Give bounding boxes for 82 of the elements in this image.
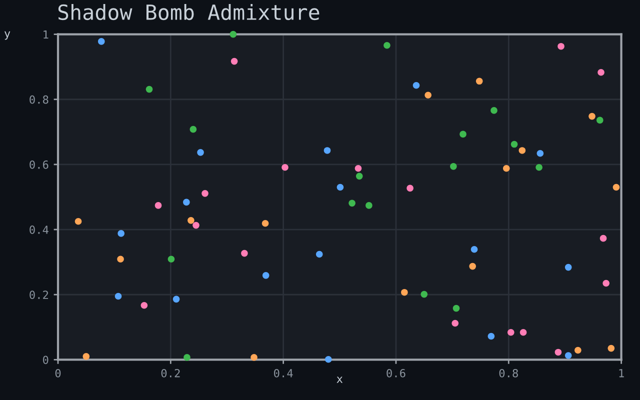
point — [172, 296, 180, 303]
point — [250, 354, 258, 361]
point — [612, 184, 620, 191]
point — [184, 354, 190, 361]
point — [168, 256, 175, 263]
point — [536, 164, 542, 171]
point — [476, 78, 483, 85]
point — [262, 272, 270, 279]
point — [282, 164, 288, 171]
x-axis-title: x — [336, 376, 343, 383]
y-tick-label: 0.8 — [30, 95, 48, 104]
y-tick-label: 0 — [43, 356, 48, 364]
point — [82, 353, 90, 360]
point — [188, 217, 194, 224]
point — [424, 92, 432, 99]
point — [230, 58, 238, 65]
point — [192, 222, 200, 229]
point — [608, 344, 615, 352]
point — [98, 38, 105, 45]
point — [470, 246, 478, 253]
point — [401, 288, 408, 296]
point — [324, 147, 331, 154]
point — [450, 163, 457, 170]
x-tick-label: 0.2 — [161, 368, 180, 378]
point — [183, 198, 190, 206]
point — [420, 290, 428, 298]
point — [324, 356, 332, 363]
point — [262, 220, 269, 227]
point — [336, 184, 344, 191]
point — [140, 302, 148, 309]
point — [412, 82, 420, 89]
point — [316, 250, 323, 258]
y-tick-label: 0.2 — [30, 290, 48, 300]
point — [602, 280, 610, 287]
point — [564, 352, 572, 359]
point — [600, 234, 607, 242]
point — [507, 328, 514, 336]
point — [406, 184, 414, 192]
x-tick-label: 0.8 — [499, 368, 518, 378]
point — [564, 264, 572, 271]
point — [520, 328, 527, 336]
point — [202, 190, 208, 197]
x-tick-label: 0.4 — [274, 368, 293, 378]
point — [452, 304, 460, 312]
point — [74, 218, 82, 225]
point — [384, 42, 390, 49]
point — [118, 230, 124, 237]
point — [190, 126, 197, 133]
point — [502, 164, 510, 172]
point — [490, 107, 498, 114]
x-tick-label: 0 — [55, 368, 61, 378]
point — [469, 262, 476, 270]
point — [598, 68, 604, 76]
point — [197, 149, 204, 156]
y-tick-label: 1 — [44, 30, 48, 39]
point — [574, 346, 582, 354]
chart-title: Shadow Bomb Admixture — [58, 4, 320, 20]
x-tick-label: 1 — [619, 369, 624, 378]
point — [488, 332, 495, 340]
x-tick-label: 0.6 — [386, 368, 406, 378]
point — [554, 348, 562, 356]
point — [117, 256, 124, 263]
point — [241, 250, 248, 257]
point — [154, 202, 162, 209]
point — [348, 200, 356, 207]
point — [460, 130, 466, 138]
point — [452, 320, 459, 327]
point — [366, 202, 372, 209]
point — [146, 86, 153, 93]
point — [558, 42, 564, 50]
point — [510, 140, 518, 148]
point — [114, 292, 122, 300]
y-tick-label: 0.4 — [30, 226, 48, 234]
point — [596, 116, 604, 124]
y-tick-label: 0.6 — [30, 160, 48, 169]
point — [518, 147, 526, 154]
y-axis-title: y — [4, 31, 10, 40]
point — [536, 150, 544, 157]
point — [588, 112, 596, 120]
point — [230, 30, 237, 38]
point — [356, 172, 363, 180]
point — [354, 164, 362, 172]
